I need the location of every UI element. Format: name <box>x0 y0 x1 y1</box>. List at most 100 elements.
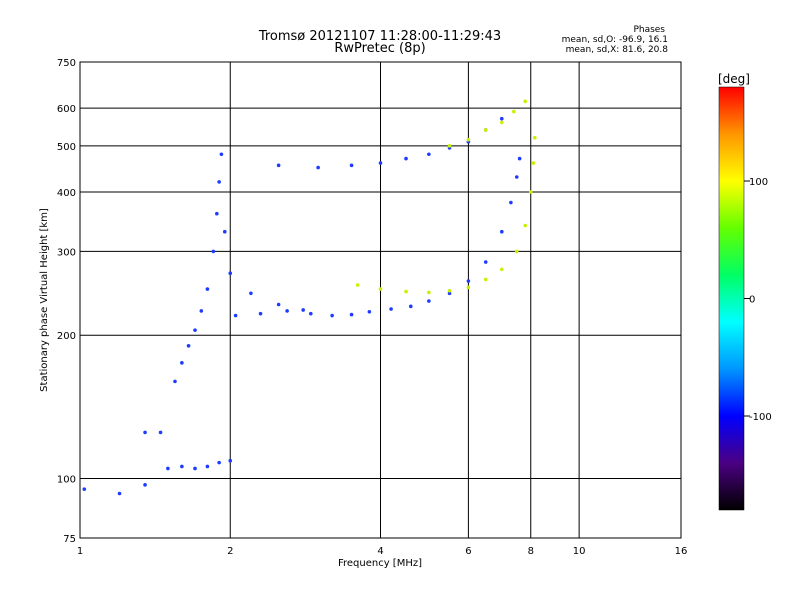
x-axis-label: Frequency [MHz] <box>338 558 422 569</box>
y-tick-label: 500 <box>57 142 76 153</box>
x-axis-ticks: 1 2 4 6 8 10 16 <box>77 546 688 557</box>
data-point <box>427 299 431 303</box>
data-point <box>285 309 289 313</box>
data-point <box>82 487 87 491</box>
data-point <box>404 289 408 294</box>
data-point <box>404 156 408 161</box>
data-point <box>349 163 354 168</box>
data-point <box>217 460 221 465</box>
data-point <box>228 458 233 463</box>
data-point <box>531 161 536 165</box>
data-point <box>301 308 305 312</box>
data-point <box>466 279 471 283</box>
data-point <box>483 277 488 282</box>
y-tick-label: 200 <box>57 331 76 342</box>
data-point <box>219 152 224 157</box>
x-tick-label: 10 <box>573 546 586 557</box>
data-point <box>528 190 533 194</box>
y-tick-label: 750 <box>57 58 76 69</box>
data-point <box>180 361 184 365</box>
y-axis-label: Stationary phase Virtual Height [km] <box>39 208 50 392</box>
data-point <box>367 310 372 314</box>
data-point <box>523 223 528 228</box>
data-point <box>205 464 210 469</box>
x-tick-label: 8 <box>528 546 534 557</box>
colorbar-tick-label: 0 <box>749 295 755 306</box>
data-point <box>316 165 320 170</box>
data-point <box>193 328 197 332</box>
data-point <box>466 285 471 290</box>
data-point <box>447 144 452 148</box>
data-point <box>308 311 313 316</box>
data-point <box>447 291 452 296</box>
grid-lines <box>80 62 681 538</box>
data-points <box>82 99 537 496</box>
data-point <box>514 175 519 179</box>
data-point <box>233 313 238 318</box>
data-point <box>447 288 452 293</box>
chart-title: Tromsø 20121107 11:28:00-11:29:43 <box>258 29 501 44</box>
data-point <box>276 302 281 307</box>
data-point <box>222 229 227 234</box>
data-point <box>249 291 253 296</box>
data-point <box>330 313 334 318</box>
data-point <box>389 307 393 311</box>
data-point <box>512 109 516 114</box>
data-point <box>193 466 197 471</box>
data-point <box>180 464 184 469</box>
phase-stats-heading: Phases <box>633 25 665 35</box>
data-point <box>276 163 281 168</box>
data-point <box>378 287 383 291</box>
data-point <box>532 135 537 140</box>
data-point <box>500 120 504 125</box>
y-tick-label: 75 <box>63 534 76 545</box>
x-tick-label: 1 <box>77 546 83 557</box>
data-point <box>514 249 519 254</box>
data-point <box>228 271 233 276</box>
data-point <box>355 283 360 287</box>
data-point <box>500 229 504 234</box>
x-tick-label: 6 <box>465 546 471 557</box>
data-point <box>408 304 413 309</box>
data-point <box>117 491 122 496</box>
data-point <box>143 483 147 487</box>
data-point <box>349 312 354 317</box>
phase-stats-o: mean, sd,O: -96.9, 16.1 <box>562 35 668 45</box>
data-point <box>258 311 263 316</box>
y-axis-ticks: 75 100 200 300 400 500 600 750 <box>57 58 76 545</box>
data-point <box>427 290 431 295</box>
data-point <box>205 287 210 291</box>
data-point <box>500 267 504 272</box>
y-tick-label: 300 <box>57 247 76 258</box>
data-point <box>517 156 522 161</box>
data-point <box>500 116 504 121</box>
data-point <box>173 379 177 384</box>
data-point <box>186 344 191 348</box>
data-point <box>427 152 431 157</box>
data-point <box>509 200 513 205</box>
data-point <box>199 309 204 313</box>
data-point <box>215 211 219 216</box>
data-point <box>483 128 488 132</box>
y-tick-label: 600 <box>57 104 76 115</box>
data-point <box>166 466 170 471</box>
colorbar-tick-label: 100 <box>749 177 768 188</box>
data-point <box>143 430 147 435</box>
x-tick-label: 2 <box>227 546 233 557</box>
colorbar-label: [deg] <box>718 72 750 86</box>
colorbar-tick-label: -100 <box>749 412 772 423</box>
x-tick-label: 4 <box>377 546 383 557</box>
colorbar-ticks: 100 0 -100 <box>744 177 772 423</box>
data-point <box>523 99 528 104</box>
data-point <box>378 161 383 165</box>
chart-subtitle: RwPretec (8p) <box>334 41 425 56</box>
colorbar <box>718 86 745 511</box>
data-point <box>158 430 163 435</box>
data-point <box>211 249 216 254</box>
x-tick-label: 16 <box>675 546 688 557</box>
data-point <box>217 180 221 184</box>
y-tick-label: 100 <box>57 475 76 486</box>
y-tick-label: 400 <box>57 188 76 199</box>
data-point <box>466 137 471 142</box>
